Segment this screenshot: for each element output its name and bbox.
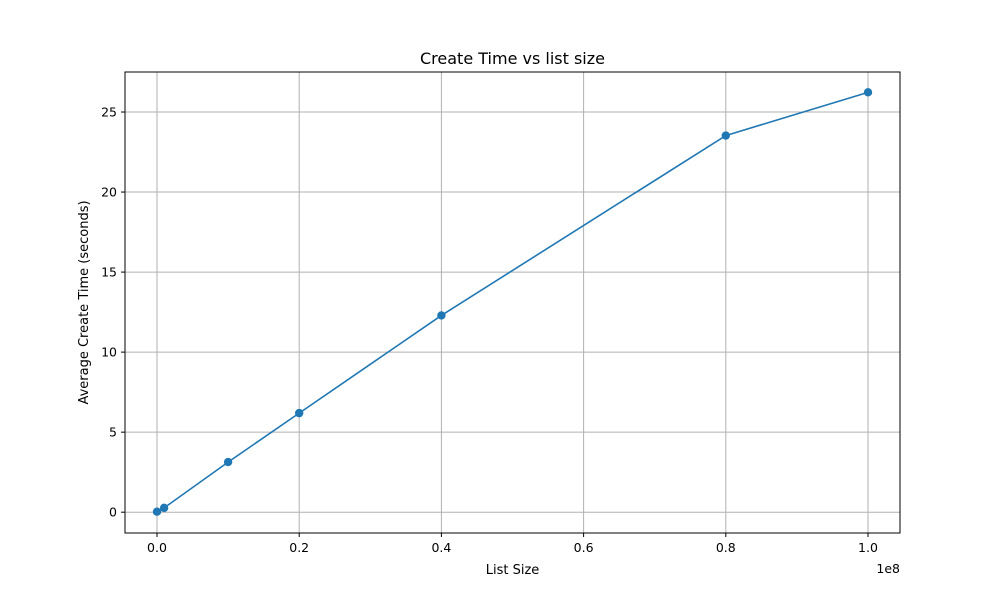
series-layer bbox=[152, 88, 873, 516]
series-line bbox=[156, 91, 869, 513]
y-tick-label: 20 bbox=[101, 185, 117, 200]
x-tick-label: 0.8 bbox=[716, 540, 736, 555]
x-tick-label: 0.2 bbox=[289, 540, 309, 555]
x-tick-label: 0.0 bbox=[147, 540, 167, 555]
y-tick-label: 5 bbox=[109, 425, 117, 440]
x-axis-label: List Size bbox=[486, 563, 540, 578]
data-point bbox=[152, 507, 162, 516]
data-point bbox=[721, 131, 731, 140]
data-point bbox=[223, 457, 233, 467]
y-axis-label: Average Create Time (seconds) bbox=[77, 200, 92, 404]
ticks: 0.0 0.2 0.4 0.6 0.8 1.0 0 5 10 15 20 25 bbox=[101, 105, 878, 555]
x-tick-label: 0.4 bbox=[431, 540, 451, 555]
y-tick-label: 0 bbox=[109, 505, 117, 520]
data-point bbox=[294, 408, 304, 418]
chart-title: Create Time vs list size bbox=[420, 49, 605, 68]
x-axis-offset-label: 1e8 bbox=[876, 561, 900, 576]
x-tick-label: 0.6 bbox=[574, 540, 594, 555]
x-tick-label: 1.0 bbox=[858, 540, 878, 555]
y-tick-label: 25 bbox=[101, 105, 117, 120]
plot-frame bbox=[124, 71, 901, 534]
y-tick-label: 15 bbox=[101, 265, 117, 280]
y-tick-label: 10 bbox=[101, 345, 117, 360]
data-point bbox=[863, 88, 873, 97]
data-point bbox=[437, 311, 446, 320]
grid bbox=[125, 72, 900, 533]
data-point bbox=[159, 503, 169, 513]
